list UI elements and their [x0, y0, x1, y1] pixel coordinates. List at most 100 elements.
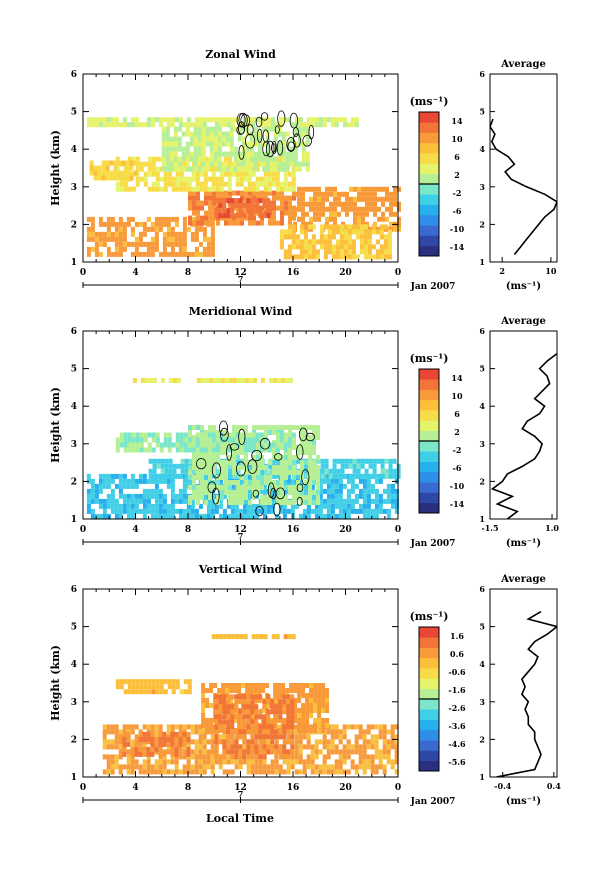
heatmap-cell — [275, 442, 280, 448]
heatmap-cell — [110, 122, 115, 128]
heatmap-cell — [151, 161, 156, 167]
heatmap-cell — [161, 141, 166, 147]
heatmap-cell — [268, 378, 273, 383]
heatmap-cell — [351, 244, 356, 250]
heatmap-cell — [359, 234, 364, 240]
heatmap-cell — [316, 475, 320, 480]
heatmap-cell — [221, 688, 226, 693]
heatmap-cell — [358, 478, 363, 484]
colorbar-swatch — [419, 451, 439, 462]
heatmap-cell — [179, 181, 184, 187]
heatmap-cell — [102, 236, 107, 242]
colorbar-swatch — [419, 142, 439, 154]
heatmap-cell — [336, 468, 341, 474]
heatmap-cell — [309, 221, 313, 227]
heatmap-cell — [304, 430, 308, 435]
heatmap-cell — [134, 741, 139, 747]
heatmap-cell — [170, 724, 175, 730]
heatmap-cell — [277, 688, 282, 693]
heatmap-cell — [332, 473, 337, 479]
heatmap-cell — [232, 460, 236, 465]
heatmap-cell — [118, 488, 123, 494]
heatmap-cell — [207, 186, 212, 192]
heatmap-cell — [374, 513, 379, 519]
heatmap-cell — [183, 679, 188, 685]
heatmap-cell — [310, 508, 315, 514]
heatmap-cell — [330, 122, 335, 128]
heatmap-cell — [272, 220, 276, 226]
heatmap-cell — [387, 254, 392, 260]
colorbar-tick-label: 6 — [454, 409, 460, 419]
heatmap-cell — [265, 683, 270, 688]
heatmap-cell — [170, 483, 175, 489]
heatmap-cell — [338, 478, 343, 484]
heatmap-cell — [268, 468, 273, 474]
heatmap-cell — [166, 226, 171, 232]
heatmap-cell — [302, 759, 307, 765]
heatmap-cell — [139, 166, 144, 172]
heatmap-cell — [301, 708, 306, 713]
heatmap-cell — [174, 759, 179, 765]
heatmap-cell — [115, 437, 120, 443]
heatmap-cell — [209, 131, 214, 137]
heatmap-cell — [326, 729, 331, 735]
heatmap-cell — [185, 146, 190, 152]
heatmap-cell — [381, 211, 385, 217]
heatmap-cell — [286, 508, 291, 514]
heatmap-cell — [224, 450, 228, 455]
heatmap-cell — [282, 508, 287, 514]
heatmap-cell — [204, 220, 208, 226]
heatmap-cell — [118, 473, 123, 479]
heatmap-cell — [130, 216, 135, 222]
heatmap-cell — [222, 203, 227, 209]
heatmap-cell — [305, 161, 310, 167]
heatmap-cell — [123, 442, 128, 448]
heatmap-cell — [374, 478, 379, 484]
heatmap-cell — [143, 679, 148, 685]
heatmap-cell — [346, 478, 351, 484]
heatmap-cell — [185, 166, 190, 172]
heatmap-cell — [127, 437, 132, 443]
colorbar-swatch — [419, 750, 439, 762]
heatmap-cell — [291, 239, 296, 245]
heatmap-cell — [208, 490, 212, 495]
heatmap-cell — [232, 465, 236, 470]
heatmap-cell — [250, 208, 255, 214]
x-tick-label: 0 — [395, 783, 401, 793]
heatmap-cell — [233, 718, 238, 723]
heatmap-cell — [326, 503, 331, 509]
heatmap-cell — [216, 495, 220, 500]
heatmap-cell — [230, 503, 235, 509]
heatmap-cell — [166, 749, 171, 755]
heatmap-cell — [286, 734, 291, 740]
heatmap-cell — [308, 485, 312, 490]
heatmap-cell — [225, 166, 230, 172]
heatmap-cell — [173, 146, 178, 152]
y-tick-label: 2 — [71, 735, 77, 745]
heatmap-cell — [261, 166, 266, 172]
heatmap-cell — [297, 723, 302, 728]
heatmap-cell — [190, 216, 195, 222]
heatmap-cell — [349, 186, 353, 192]
heatmap-cell — [260, 485, 264, 490]
heatmap-cell — [188, 458, 193, 464]
heatmap-cell — [268, 460, 272, 465]
heatmap-cell — [121, 170, 126, 176]
heatmap-cell — [342, 724, 347, 730]
heatmap-cell — [330, 488, 335, 494]
heatmap-cell — [212, 465, 216, 470]
heatmap-cell — [306, 503, 311, 509]
y-tick-label: 5 — [71, 108, 77, 118]
heatmap-cell — [397, 221, 401, 227]
heatmap-cell — [191, 447, 196, 453]
heatmap-cell — [212, 378, 217, 383]
heatmap-cell — [173, 161, 178, 167]
heatmap-cell — [158, 741, 163, 747]
heatmap-cell — [239, 634, 244, 640]
heatmap-cell — [213, 683, 218, 688]
heatmap-cell — [307, 249, 312, 255]
heatmap-cell — [301, 161, 306, 167]
heatmap-cell — [86, 251, 91, 257]
heatmap-cell — [242, 508, 247, 514]
colorbar-swatch — [419, 122, 439, 133]
